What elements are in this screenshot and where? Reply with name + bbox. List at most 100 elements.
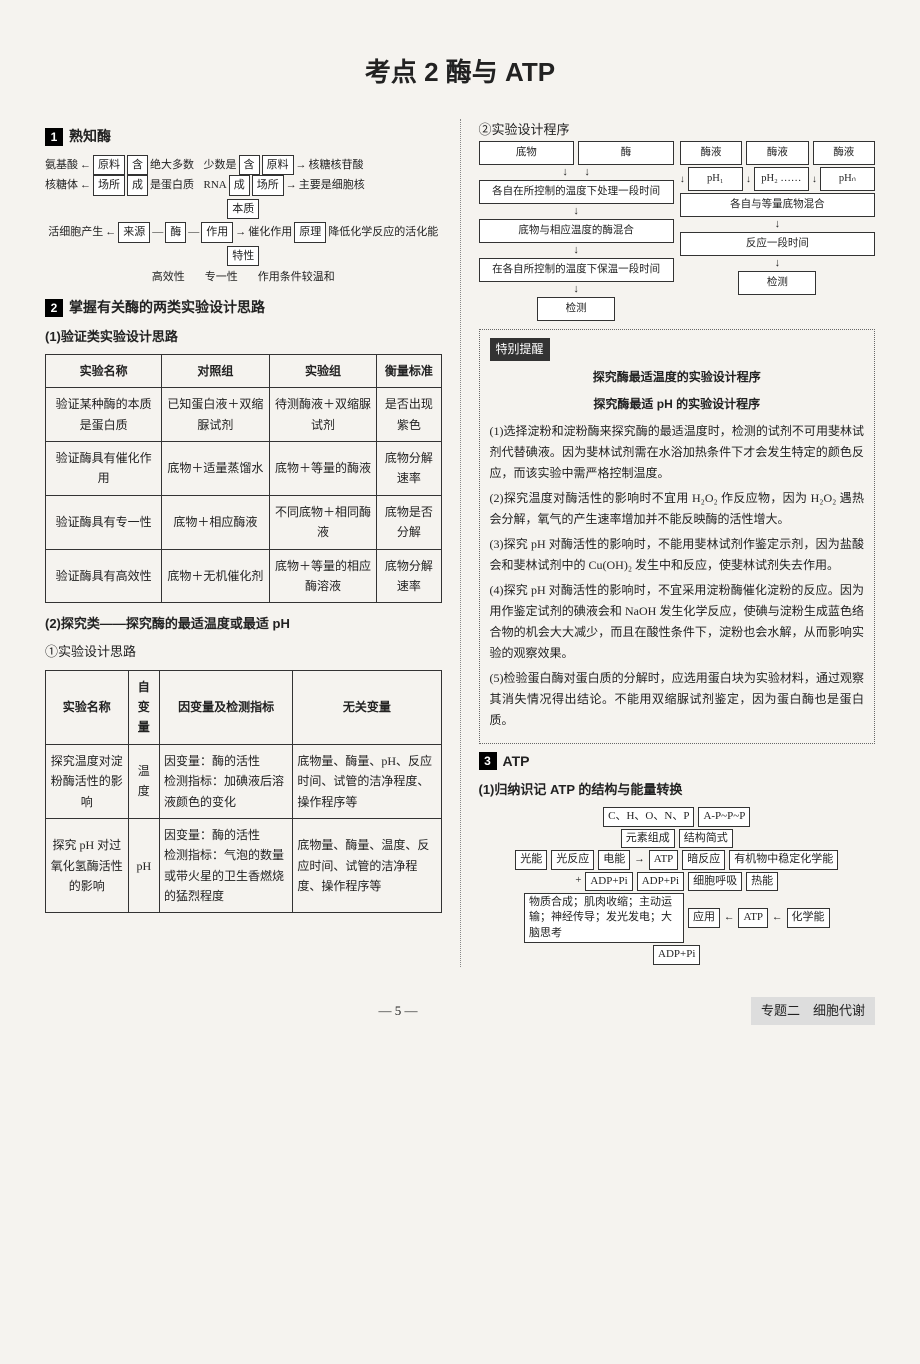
special-reminder: 特别提醒 探究酶最适温度的实验设计程序 探究酶最适 pH 的实验设计程序 (1)…: [479, 329, 876, 744]
t2-c: 探究温度对淀粉酶活性的影响: [46, 744, 129, 818]
t2-c: 底物量、酶量、温度、反应时间、试管的洁净程度、操作程序等: [293, 818, 441, 913]
t2-c: pH: [128, 818, 159, 913]
arrow-icon: ↓ ↓: [562, 167, 590, 178]
t1-c: 底物＋相应酶液: [162, 495, 270, 549]
flow-box: 各自在所控制的温度下处理一段时间: [479, 180, 674, 204]
t1-c: 是否出现紫色: [377, 388, 441, 442]
cm-box: 原料: [93, 155, 125, 176]
sub-2-2: (2)探究类——探究酶的最适温度或最适 pH: [45, 613, 442, 635]
atp-box: 应用: [688, 908, 720, 927]
cm-box: 场所: [252, 175, 284, 196]
special-p5: (5)检验蛋白酶对蛋白质的分解时，应选用蛋白块为实验材料，通过观察其消失情况得出…: [490, 668, 865, 731]
atp-box: 光反应: [551, 850, 594, 869]
t2-c: 温度: [128, 744, 159, 818]
atp-box: ATP: [738, 908, 768, 927]
atp-box: 化学能: [787, 908, 830, 927]
section-3-num: 3: [479, 752, 497, 770]
atp-box: 有机物中稳定化学能: [729, 850, 838, 869]
section-2-head: 2 掌握有关酶的两类实验设计思路: [45, 296, 442, 320]
cm-box: 场所: [93, 175, 125, 196]
arrow-icon: ↓: [573, 206, 579, 217]
t1-c: 底物＋适量蒸馏水: [162, 442, 270, 496]
section-1-num: 1: [45, 128, 63, 146]
t2-h3: 无关变量: [293, 670, 441, 744]
t2-c: 因变量：酶的活性 检测指标：加碘液后溶液颜色的变化: [159, 744, 292, 818]
t2-h0: 实验名称: [46, 670, 129, 744]
cm-box: 原料: [262, 155, 294, 176]
flow-box: 酶液: [746, 141, 808, 165]
cm-text: 专一性: [205, 269, 238, 286]
t1-c: 不同底物＋相同酶液: [269, 495, 377, 549]
cm-text: 核糖核苷酸: [309, 157, 364, 174]
flow-box: 底物: [479, 141, 575, 165]
atp-box: C、H、O、N、P: [603, 807, 694, 826]
atp-box: 暗反应: [682, 850, 725, 869]
flow-box: 各自与等量底物混合: [680, 193, 875, 217]
arrow-icon: ↓: [573, 284, 579, 295]
t1-c: 验证酶具有催化作用: [46, 442, 162, 496]
atp-box: 电能: [598, 850, 630, 869]
section-3-head: 3 ATP: [479, 750, 876, 774]
table-2: 实验名称 自变量 因变量及检测指标 无关变量 探究温度对淀粉酶活性的影响温度因变…: [45, 670, 442, 914]
special-p2: (2)探究温度对酶活性的影响时不宜用 H₂O₂ 作反应物，因为 H₂O₂ 遇热会…: [490, 488, 865, 530]
atp-box: 光能: [515, 850, 547, 869]
atp-box: ATP: [649, 850, 679, 869]
footer-topic: 专题二 细胞代谢: [751, 997, 875, 1025]
t2-h2: 因变量及检测指标: [159, 670, 292, 744]
flow-box: 底物与相应温度的酶混合: [479, 219, 674, 243]
cm-text: 降低化学反应的活化能: [328, 224, 438, 241]
t1-c: 已知蛋白液＋双缩脲试剂: [162, 388, 270, 442]
t1-c: 验证酶具有专一性: [46, 495, 162, 549]
t1-c: 底物是否分解: [377, 495, 441, 549]
flow-box: 检测: [738, 271, 816, 295]
t1-c: 验证酶具有高效性: [46, 549, 162, 603]
special-h1: 探究酶最适温度的实验设计程序: [490, 367, 865, 388]
sub-right-1: ②实验设计程序: [479, 119, 876, 141]
flow-box: pH₂ ……: [754, 167, 809, 191]
cm-box: 来源: [118, 222, 150, 243]
cm-box: 作用: [201, 222, 233, 243]
atp-box: 结构简式: [679, 829, 733, 848]
arrow-icon: ↓: [775, 219, 781, 230]
enzyme-concept-map: 氨基酸← 原料 含 绝大多数 少数是 含 原料→ 核糖核苷酸 核糖体← 场所 成…: [45, 155, 442, 286]
special-tag: 特别提醒: [490, 338, 550, 361]
t1-c: 底物＋等量的相应酶溶液: [269, 549, 377, 603]
cm-text: 催化作用: [248, 224, 292, 241]
flow-box: 酶: [578, 141, 674, 165]
sub-3-1: (1)归纳识记 ATP 的结构与能量转换: [479, 779, 876, 801]
atp-diagram: C、H、O、N、P A-P~P~P 元素组成 结构简式 光能 光反应 电能→ A…: [479, 807, 876, 964]
sub-2-2a: ①实验设计思路: [45, 641, 442, 663]
section-2-title: 掌握有关酶的两类实验设计思路: [69, 296, 265, 320]
flow-box: pHₙ: [820, 167, 875, 191]
cm-box: 酶: [165, 222, 186, 243]
cm-text: 高效性: [152, 269, 185, 286]
atp-box: ADP+Pi: [653, 945, 700, 964]
cm-text: 绝大多数: [150, 157, 194, 174]
cm-text: 作用条件较温和: [258, 269, 335, 286]
arrow-icon: ↓: [775, 258, 781, 269]
atp-box: 细胞呼吸: [688, 872, 742, 891]
t1-c: 待测酶液＋双缩脲试剂: [269, 388, 377, 442]
atp-box: 物质合成；肌肉收缩；主动运输；神经传导；发光发电；大脑思考: [524, 893, 684, 943]
atp-box: ADP+Pi: [585, 872, 632, 891]
cm-text: 是蛋白质: [150, 177, 194, 194]
t2-c: 底物量、酶量、pH、反应时间、试管的洁净程度、操作程序等: [293, 744, 441, 818]
t1-c: 底物分解速率: [377, 549, 441, 603]
special-p3: (3)探究 pH 对酶活性的影响时，不能用斐林试剂作鉴定示剂，因为盐酸会和斐林试…: [490, 534, 865, 576]
flow-diagram: 底物 酶 ↓ ↓ 各自在所控制的温度下处理一段时间 ↓ 底物与相应温度的酶混合 …: [479, 141, 876, 320]
section-1-head: 1 熟知酶: [45, 125, 442, 149]
right-column: ②实验设计程序 底物 酶 ↓ ↓ 各自在所控制的温度下处理一段时间 ↓ 底物与相…: [460, 119, 876, 966]
flow-box: 检测: [537, 297, 615, 321]
atp-box: 热能: [746, 872, 778, 891]
t1-h2: 实验组: [269, 354, 377, 387]
section-1-title: 熟知酶: [69, 125, 111, 149]
page-number: — 5 —: [378, 1000, 417, 1022]
sub-2-1: (1)验证类实验设计思路: [45, 326, 442, 348]
t2-c: 探究 pH 对过氧化氢酶活性的影响: [46, 818, 129, 913]
cm-text: 活细胞产生: [48, 224, 103, 241]
t1-c: 底物＋无机催化剂: [162, 549, 270, 603]
cm-text: 主要是细胞核: [299, 177, 365, 194]
atp-box: A-P~P~P: [698, 807, 750, 826]
cm-text: 少数是: [204, 157, 237, 174]
cm-box: 成: [127, 175, 148, 196]
